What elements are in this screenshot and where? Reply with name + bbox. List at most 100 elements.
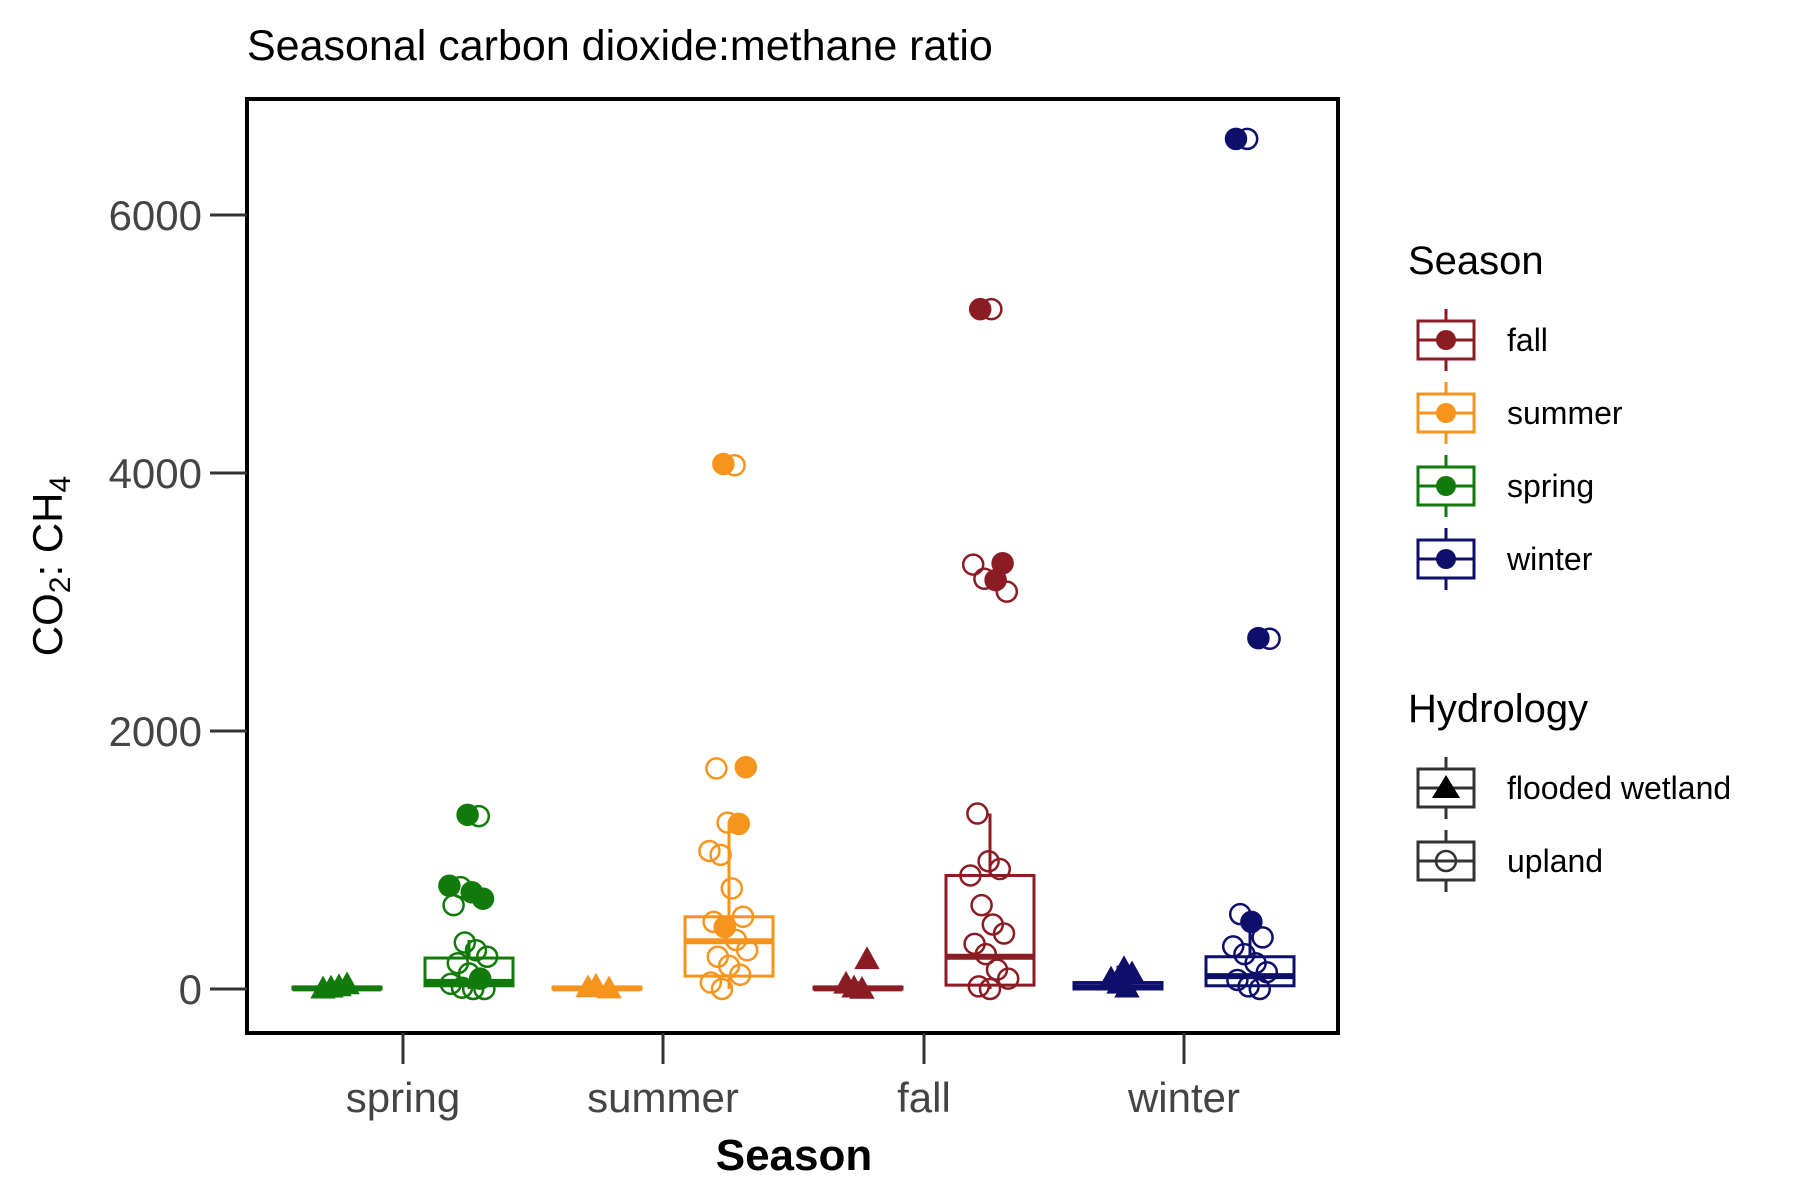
data-point [453,931,477,954]
data-point [450,976,474,999]
data-point [854,946,880,970]
chart-title: Seasonal carbon dioxide:methane ratio [247,22,993,70]
data-point [464,939,488,962]
data-point [442,893,465,917]
y-axis: 0 2000 4000 6000 [109,192,247,1013]
data-point [583,972,609,996]
legend-key-point [1436,403,1456,423]
data-point [996,967,1020,990]
box-group-winter-flooded [1072,955,1164,998]
y-tick-label: 4000 [109,450,202,497]
legend-item-flooded-wetland: flooded wetland [1416,757,1731,819]
legend-key-point [1436,476,1456,496]
data-point [723,454,746,477]
data-point [1258,627,1281,651]
legend-key-point [1436,549,1456,569]
legend-item-fall: fall [1416,309,1548,371]
data-point [698,839,721,863]
legend-item-winter: winter [1416,528,1593,590]
x-axis-title: Season [716,1131,873,1180]
box [944,873,1036,987]
data-point [713,915,737,939]
y-tick-label: 2000 [109,708,202,755]
x-axis: spring summer fall winter [346,1033,1240,1121]
data-point [705,757,728,780]
legend-label: summer [1507,395,1623,431]
data-point [1221,935,1245,958]
legend-label: upland [1507,843,1603,879]
legend-label: winter [1506,541,1593,577]
data-point [439,972,463,996]
data-point [967,975,991,998]
x-tick-label: fall [897,1074,951,1121]
data-point [709,843,732,867]
legend: Season fall summer spring winter Hydrology flo… [1408,239,1731,892]
data-point [473,977,496,1001]
data-point [980,297,1003,321]
data-point [995,580,1019,603]
data-point [710,977,734,1001]
data-point [471,887,495,910]
y-tick-label: 0 [179,966,202,1013]
data-point [974,942,998,966]
data-point [728,963,752,987]
data-point [735,939,759,962]
y-axis-title-sub1: 2 [44,577,77,594]
data-point [1237,975,1260,998]
data-point [1114,974,1140,998]
data-point [727,812,751,836]
data-point [1248,977,1272,1001]
box-group-winter-upland [1204,127,1296,1001]
box-group-spring-upland [423,803,515,1001]
y-axis-title: CO2: CH4 [24,476,77,656]
data-point [699,971,723,994]
plot-border [245,97,1340,1035]
legend-title-season: Season [1408,239,1544,283]
y-axis-title-mid: : CH [24,493,71,577]
legend-label: fall [1507,322,1548,358]
legend-key-triangle [1432,775,1460,798]
data-point [1240,910,1263,934]
data-point [1235,127,1259,151]
data-point [977,850,1000,873]
data-point [731,905,755,929]
data-point [849,975,875,999]
data-point [461,977,485,1001]
data-point [959,864,982,887]
data-point [1226,968,1249,992]
legend-key-point [1436,330,1456,350]
data-point [970,893,993,917]
data-point [720,877,744,900]
legend-label: flooded wetland [1507,770,1731,806]
legend-label: spring [1507,468,1594,504]
y-tick-label: 6000 [109,192,202,239]
data-point [334,971,360,995]
plot-area [245,97,1340,1035]
legend-item-summer: summer [1416,382,1623,444]
box-group-spring-flooded [291,971,383,999]
data-point [1251,926,1274,949]
box-group-summer-upland [683,452,775,1001]
y-axis-title-main: CO [24,593,71,656]
legend-title-hydrology: Hydrology [1408,687,1588,731]
data-point [966,802,989,825]
box-group-fall-upland [944,297,1036,1001]
legend-item-spring: spring [1416,455,1594,517]
legend-key-circle [1434,849,1458,873]
data-point [978,977,1002,1001]
data-point [734,755,758,779]
data-point [984,568,1007,592]
data-point [992,922,1016,945]
x-tick-label: summer [587,1074,739,1121]
data-point [467,804,491,828]
legend-item-upland: upland [1416,830,1603,892]
data-point [475,945,499,968]
y-axis-title-sub2: 4 [44,476,77,493]
x-tick-label: spring [346,1074,460,1121]
x-tick-label: winter [1127,1074,1240,1121]
data-point [988,857,1012,881]
box-group-fall-flooded [812,946,904,999]
box-group-summer-flooded [551,972,643,999]
data-point [961,553,985,576]
